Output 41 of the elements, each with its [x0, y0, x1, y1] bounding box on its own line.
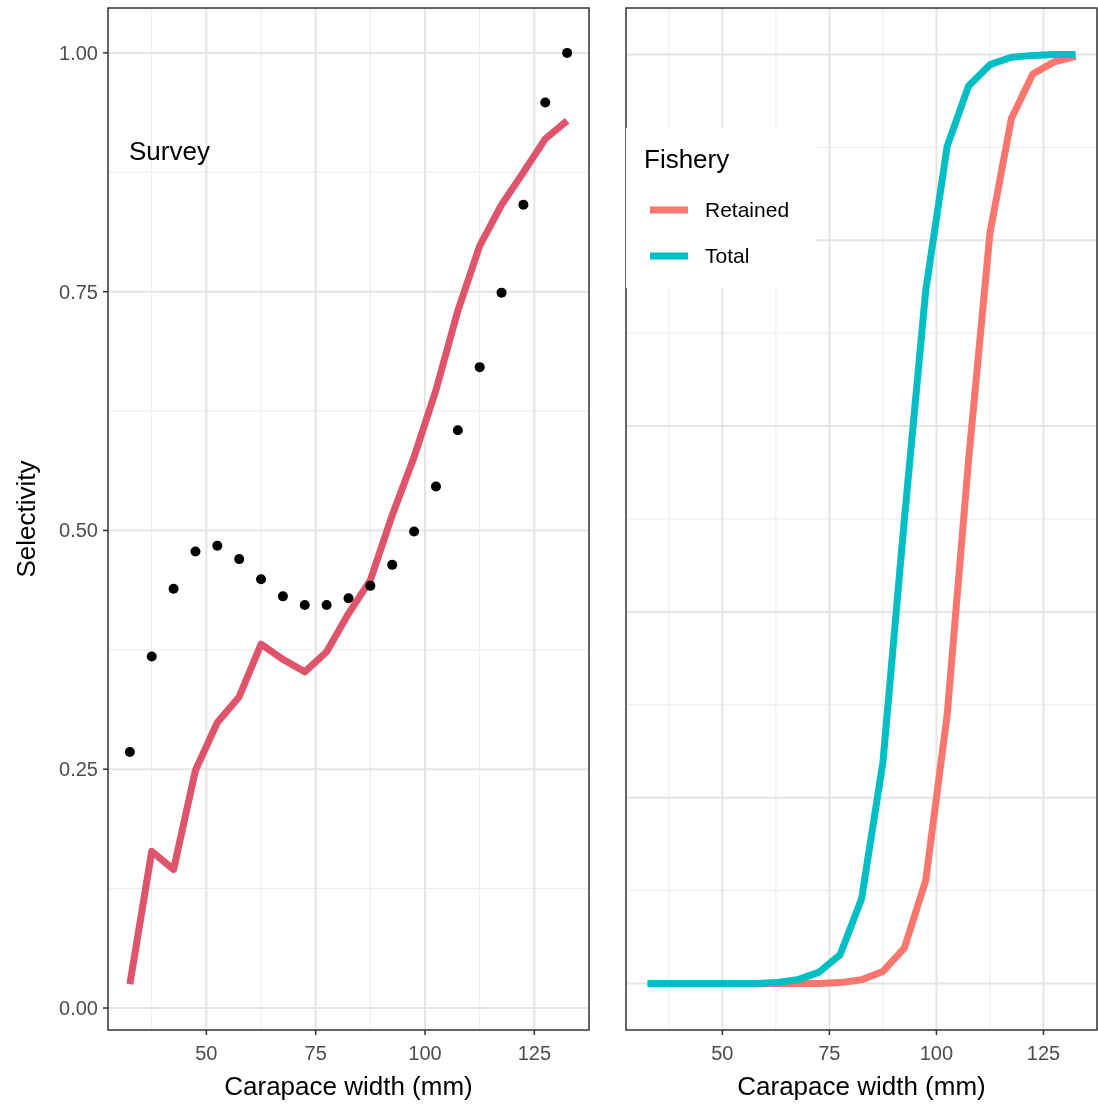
legend-label: Total — [705, 244, 750, 267]
point — [365, 580, 376, 591]
y-tick-label: 1.00 — [59, 41, 98, 64]
point — [212, 540, 223, 551]
point — [496, 287, 507, 298]
point — [299, 599, 310, 610]
annotation: Survey — [129, 136, 210, 166]
y-tick-label: 0.00 — [59, 997, 98, 1020]
legend-label: Retained — [705, 198, 790, 221]
point — [409, 526, 420, 537]
x-axis-title: Carapace width (mm) — [737, 1071, 986, 1101]
x-tick-label: 50 — [711, 1042, 734, 1064]
point — [256, 574, 267, 585]
point — [430, 481, 441, 492]
point — [124, 747, 135, 758]
x-tick-label: 100 — [408, 1042, 442, 1064]
point — [452, 425, 463, 436]
point — [146, 651, 157, 662]
x-tick-label: 50 — [195, 1042, 218, 1064]
point — [277, 591, 288, 602]
legend-title: Fishery — [644, 144, 730, 174]
x-tick-label: 125 — [517, 1042, 552, 1064]
x-axis-title: Carapace width (mm) — [224, 1071, 473, 1101]
y-tick-label: 0.50 — [59, 519, 98, 542]
x-tick-label: 75 — [304, 1042, 327, 1064]
point — [234, 554, 245, 565]
x-tick-label: 125 — [1026, 1042, 1061, 1064]
x-tick-label: 100 — [919, 1042, 954, 1064]
y-tick-label: 0.75 — [59, 280, 98, 303]
point — [321, 599, 332, 610]
y-axis-title: Selectivity — [11, 460, 41, 578]
y-tick-label: 0.25 — [59, 758, 98, 781]
point — [168, 583, 179, 594]
point — [343, 593, 354, 604]
point — [540, 97, 551, 108]
x-tick-label: 75 — [818, 1042, 841, 1064]
point — [474, 362, 485, 373]
point — [190, 546, 201, 557]
point — [562, 47, 573, 58]
point — [387, 559, 398, 570]
point — [518, 199, 529, 210]
